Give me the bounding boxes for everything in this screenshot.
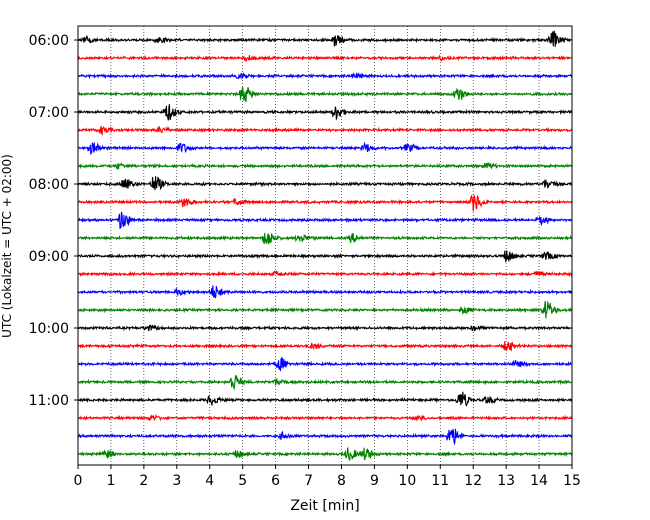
trace-line [77, 104, 573, 121]
y-tick-label: 06:00 [29, 33, 69, 49]
x-tick-label: 2 [139, 473, 148, 489]
trace-line [77, 30, 573, 47]
y-tick-label: 07:00 [29, 105, 69, 121]
x-axis-label: Zeit [min] [290, 498, 359, 514]
trace-line [77, 413, 573, 422]
y-tick-label: 10:00 [29, 321, 69, 337]
trace-line [77, 285, 573, 299]
plot-frame [77, 25, 573, 466]
x-tick-label: 7 [304, 473, 313, 489]
trace-line [77, 125, 573, 137]
x-tick-label: 11 [431, 473, 449, 489]
trace-line [77, 391, 573, 407]
trace-line [77, 300, 573, 319]
x-tick-label: 9 [370, 473, 379, 489]
x-tick-label: 12 [464, 473, 482, 489]
trace-line [77, 72, 573, 80]
x-tick-label: 3 [172, 473, 181, 489]
trace-line [77, 141, 573, 155]
x-tick-label: 1 [106, 473, 115, 489]
x-tick-label: 4 [205, 473, 214, 489]
y-tick-label: 08:00 [29, 177, 69, 193]
trace-line [77, 250, 573, 263]
trace-line [77, 162, 573, 171]
trace-line [77, 270, 573, 278]
trace-line [77, 356, 573, 372]
x-tick-label: 13 [497, 473, 515, 489]
trace-line [77, 375, 573, 391]
trace-group [77, 30, 573, 461]
vertical-grid [110, 26, 540, 465]
trace-line [77, 54, 573, 63]
x-axis: 0 1 2 3 4 5 6 7 8 9 10 11 12 13 14 15 [74, 465, 581, 489]
x-tick-label: 15 [563, 473, 581, 489]
x-tick-label: 14 [530, 473, 548, 489]
trace-line [77, 447, 573, 461]
plot-background [78, 26, 572, 465]
trace-line [77, 341, 573, 352]
y-axis-label: UTC (Lokalzeit = UTC + 02:00) [0, 154, 14, 338]
x-tick-label: 5 [238, 473, 247, 489]
trace-line [77, 87, 573, 102]
x-tick-label: 6 [271, 473, 280, 489]
x-tick-label: 10 [398, 473, 416, 489]
trace-line [77, 232, 573, 245]
y-axis: 06:00 07:00 08:00 09:00 10:00 11:00 [29, 33, 78, 409]
x-tick-label: 0 [74, 473, 83, 489]
trace-line [77, 324, 573, 332]
y-tick-label: 11:00 [29, 393, 69, 409]
trace-line [77, 176, 573, 191]
trace-line [77, 428, 573, 446]
y-tick-label: 09:00 [29, 249, 69, 265]
trace-line [77, 194, 573, 212]
x-tick-label: 8 [337, 473, 346, 489]
trace-line [77, 211, 573, 229]
